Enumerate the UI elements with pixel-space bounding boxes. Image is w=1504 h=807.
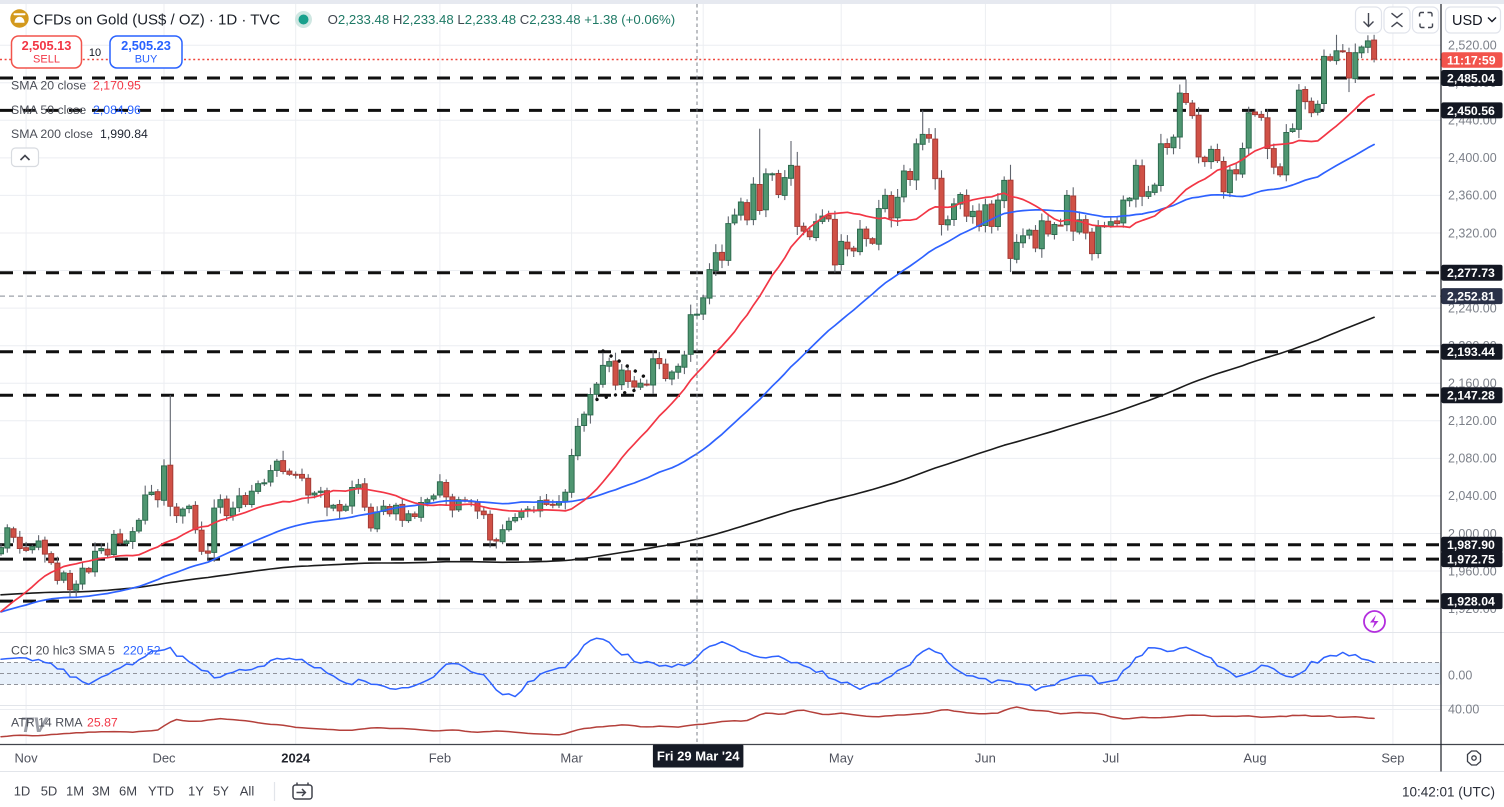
svg-text:6M: 6M [119, 784, 137, 799]
svg-text:CFDs on Gold (US$ / OZ) · 1D ·: CFDs on Gold (US$ / OZ) · 1D · TVC [33, 12, 280, 29]
svg-text:1,987.90: 1,987.90 [1447, 538, 1495, 552]
svg-text:2,193.44: 2,193.44 [1447, 345, 1495, 359]
svg-text:SMA 50 close: SMA 50 close [11, 103, 86, 117]
svg-text:5D: 5D [41, 784, 58, 799]
svg-text:2,360.00: 2,360.00 [1448, 189, 1497, 203]
svg-text:YTD: YTD [148, 784, 174, 799]
svg-text:2,450.56: 2,450.56 [1447, 104, 1495, 118]
svg-text:ATR 14 RMA: ATR 14 RMA [11, 716, 83, 730]
svg-text:2,520.00: 2,520.00 [1448, 39, 1497, 53]
svg-text:Jun: Jun [975, 751, 996, 766]
svg-text:2,040.00: 2,040.00 [1448, 489, 1497, 503]
svg-text:Jul: Jul [1102, 751, 1119, 766]
svg-text:5Y: 5Y [213, 784, 229, 799]
svg-text:2,240.00: 2,240.00 [1448, 301, 1497, 315]
svg-text:CCI 20 hlc3 SMA 5: CCI 20 hlc3 SMA 5 [11, 644, 115, 658]
svg-text:2,084.96: 2,084.96 [93, 103, 141, 117]
svg-text:2024: 2024 [281, 751, 311, 766]
svg-text:All: All [240, 784, 255, 799]
svg-text:2,252.81: 2,252.81 [1447, 290, 1495, 304]
svg-text:May: May [829, 751, 854, 766]
svg-text:1D: 1D [14, 784, 31, 799]
svg-text:TV: TV [20, 714, 49, 737]
svg-text:USD: USD [1452, 13, 1483, 29]
svg-text:2,320.00: 2,320.00 [1448, 226, 1497, 240]
svg-text:SMA 200 close: SMA 200 close [11, 127, 93, 141]
svg-text:Sep: Sep [1381, 751, 1404, 766]
svg-text:2,160.00: 2,160.00 [1448, 377, 1497, 391]
svg-text:1,972.75: 1,972.75 [1447, 553, 1495, 567]
svg-text:SELL: SELL [33, 54, 60, 66]
svg-text:2,277.73: 2,277.73 [1447, 266, 1495, 280]
svg-text:0.00: 0.00 [1448, 669, 1472, 683]
svg-text:25.87: 25.87 [87, 716, 118, 730]
svg-text:Dec: Dec [152, 751, 176, 766]
svg-text:1Y: 1Y [188, 784, 204, 799]
svg-text:1,990.84: 1,990.84 [100, 127, 148, 141]
svg-text:220.52: 220.52 [123, 644, 161, 658]
svg-text:Fri 29 Mar '24: Fri 29 Mar '24 [657, 749, 740, 764]
svg-text:2,485.04: 2,485.04 [1447, 71, 1495, 85]
svg-text:40.00: 40.00 [1448, 703, 1479, 717]
svg-text:O2,233.48 H2,233.48 L2,233.48: O2,233.48 H2,233.48 L2,233.48 C2,233.48 … [328, 12, 676, 27]
svg-text:SMA 20 close: SMA 20 close [11, 79, 86, 93]
svg-text:2,080.00: 2,080.00 [1448, 452, 1497, 466]
svg-text:2,170.95: 2,170.95 [93, 79, 141, 93]
svg-text:2,400.00: 2,400.00 [1448, 151, 1497, 165]
svg-text:2,505.23: 2,505.23 [121, 38, 171, 53]
svg-text:1,928.04: 1,928.04 [1447, 595, 1495, 609]
svg-text:11:17:59: 11:17:59 [1447, 53, 1496, 67]
svg-text:2,505.13: 2,505.13 [22, 38, 72, 53]
svg-text:3M: 3M [92, 784, 110, 799]
svg-text:1,960.00: 1,960.00 [1448, 564, 1497, 578]
svg-text:2,120.00: 2,120.00 [1448, 414, 1497, 428]
svg-text:2,147.28: 2,147.28 [1447, 389, 1495, 403]
svg-text:1M: 1M [66, 784, 84, 799]
svg-text:10:42:01 (UTC): 10:42:01 (UTC) [1402, 785, 1495, 800]
svg-text:BUY: BUY [135, 54, 158, 66]
svg-text:Aug: Aug [1243, 751, 1266, 766]
svg-text:Nov: Nov [15, 751, 39, 766]
svg-text:10: 10 [89, 47, 101, 59]
svg-text:Mar: Mar [560, 751, 583, 766]
svg-text:Feb: Feb [429, 751, 451, 766]
